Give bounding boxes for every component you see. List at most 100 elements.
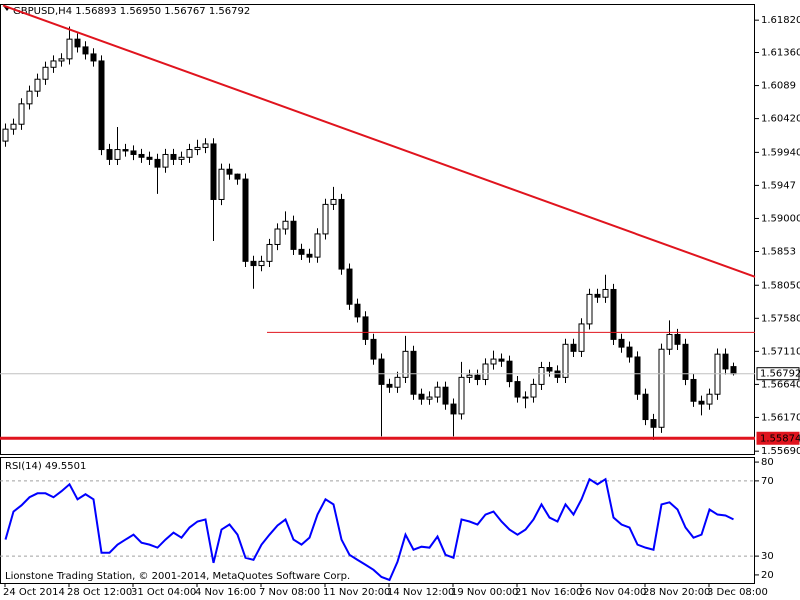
candle-body <box>234 173 241 180</box>
candle-body <box>354 303 361 318</box>
price-label: 1.55874 <box>760 433 800 444</box>
candle-body <box>378 358 385 385</box>
candle-body <box>26 90 33 105</box>
rsi-line <box>4 477 734 582</box>
y-tick-label: 1.56640 <box>761 379 800 390</box>
candle-body <box>498 358 505 362</box>
y-tick-label: 1.57110 <box>761 346 800 357</box>
candle-body <box>618 338 625 348</box>
candle-body <box>130 150 137 155</box>
x-tick-label: 19 Nov 00:00 <box>451 587 518 598</box>
candle-body <box>218 168 225 200</box>
price-label-box <box>756 431 800 445</box>
candle-body <box>282 220 289 230</box>
candle-body <box>458 376 465 415</box>
candle-body <box>594 293 601 298</box>
candle-body <box>58 58 65 62</box>
candle-body <box>570 343 577 352</box>
x-tick-label: 24 Oct 2014 <box>3 587 65 598</box>
x-tick-label: 4 Nov 16:00 <box>195 587 256 598</box>
y-tick-label: 1.55690 <box>761 446 800 457</box>
candle-body <box>706 393 713 405</box>
candle-body <box>194 146 201 151</box>
candle-body <box>626 346 633 358</box>
candle-body <box>146 156 153 160</box>
candle-body <box>482 363 489 380</box>
candle-body <box>394 376 401 388</box>
candle-body <box>162 153 169 168</box>
candle-body <box>650 419 657 428</box>
y-tick-label: 1.60420 <box>761 114 800 125</box>
candle-body <box>50 60 57 68</box>
y-tick-label: 1.6089 <box>761 81 796 92</box>
candle-body <box>538 367 545 385</box>
y-tick-label: 1.59940 <box>761 147 800 158</box>
trendline <box>2 4 756 278</box>
candle-body <box>402 350 409 378</box>
candle-body <box>362 316 369 340</box>
candle-body <box>418 393 425 400</box>
candle-body <box>258 260 265 267</box>
candle-body <box>298 248 305 255</box>
candle-body <box>314 233 321 258</box>
y-tick-label: 1.61820 <box>761 15 800 26</box>
candle-body <box>74 38 81 48</box>
copyright-note: Lionstone Trading Station, © 2001-2014, … <box>5 571 350 582</box>
price-label-box <box>756 367 800 381</box>
candle-body <box>114 149 121 160</box>
y-tick-label: 1.56170 <box>761 412 800 423</box>
candle-body <box>466 374 473 378</box>
price-label: 1.56792 <box>760 369 800 380</box>
candle-body <box>306 253 313 258</box>
y-tick-label: 1.5947 <box>761 180 796 191</box>
candle-body <box>274 228 281 245</box>
y-tick-label: 70 <box>761 476 774 487</box>
candle-body <box>2 128 9 142</box>
candle-body <box>66 38 73 60</box>
candle-body <box>546 367 553 372</box>
candle-body <box>242 178 249 262</box>
candle-body <box>506 360 513 383</box>
candle-body <box>642 393 649 421</box>
candle-body <box>442 386 449 405</box>
x-tick-label: 3 Dec 08:00 <box>707 587 768 598</box>
x-tick-label: 31 Oct 04:00 <box>131 587 196 598</box>
candle-body <box>186 149 193 158</box>
main-panel-frame <box>0 4 755 455</box>
candle-body <box>530 383 537 398</box>
candle-body <box>290 220 297 250</box>
candle-body <box>522 396 529 399</box>
candle-body <box>18 103 25 125</box>
x-tick-label: 28 Nov 20:00 <box>643 587 710 598</box>
candle-body <box>658 348 665 428</box>
candle-body <box>154 158 161 168</box>
y-tick-label: 1.5853 <box>761 247 796 258</box>
rsi-panel-frame <box>0 457 755 584</box>
candle-body <box>122 149 129 152</box>
candle-body <box>178 156 185 160</box>
candle-body <box>730 366 737 375</box>
candle-body <box>346 268 353 305</box>
candle-body <box>698 400 705 405</box>
candle-body <box>602 288 609 298</box>
y-tick-label: 80 <box>761 457 774 468</box>
y-tick-label: 20 <box>761 570 774 581</box>
candle-body <box>322 203 329 235</box>
candle-body <box>562 343 569 378</box>
candle-body <box>514 381 521 398</box>
candle-body <box>386 383 393 388</box>
candle-body <box>202 143 209 148</box>
candle-body <box>410 350 417 395</box>
candle-body <box>90 53 97 62</box>
candle-body <box>98 60 105 151</box>
candle-body <box>490 358 497 365</box>
candle-body <box>170 153 177 160</box>
candle-body <box>450 403 457 415</box>
x-tick-label: 28 Oct 12:00 <box>67 587 132 598</box>
candle-body <box>34 78 41 92</box>
candle-body <box>250 260 257 267</box>
candle-body <box>474 374 481 380</box>
candle-body <box>10 123 17 130</box>
